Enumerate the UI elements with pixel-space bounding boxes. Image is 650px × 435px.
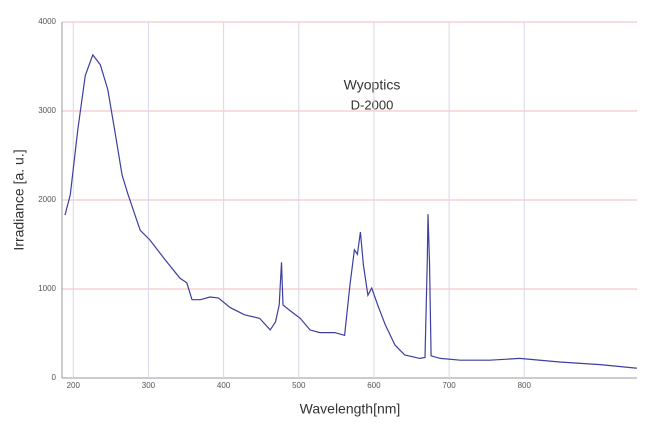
x-tick-label: 700 <box>442 381 456 390</box>
x-tick-label: 200 <box>67 381 81 390</box>
y-tick-label: 4000 <box>38 17 56 26</box>
x-tick-label: 800 <box>518 381 532 390</box>
y-tick-label: 2000 <box>38 195 56 204</box>
y-axis-label: Irradiance [a. u.] <box>11 149 27 250</box>
spectrum-line <box>64 53 638 369</box>
y-tick-label: 3000 <box>38 106 56 115</box>
x-axis-label: Wavelength[nm] <box>300 401 401 417</box>
annotation: D-2000 <box>351 97 394 112</box>
y-tick-label: 1000 <box>38 284 56 293</box>
annotation: Wyoptics <box>344 77 401 93</box>
y-tick-label: 0 <box>52 373 57 382</box>
x-tick-label: 300 <box>142 381 156 390</box>
x-tick-label: 600 <box>367 381 381 390</box>
x-tick-label: 500 <box>292 381 306 390</box>
x-tick-label: 400 <box>217 381 231 390</box>
